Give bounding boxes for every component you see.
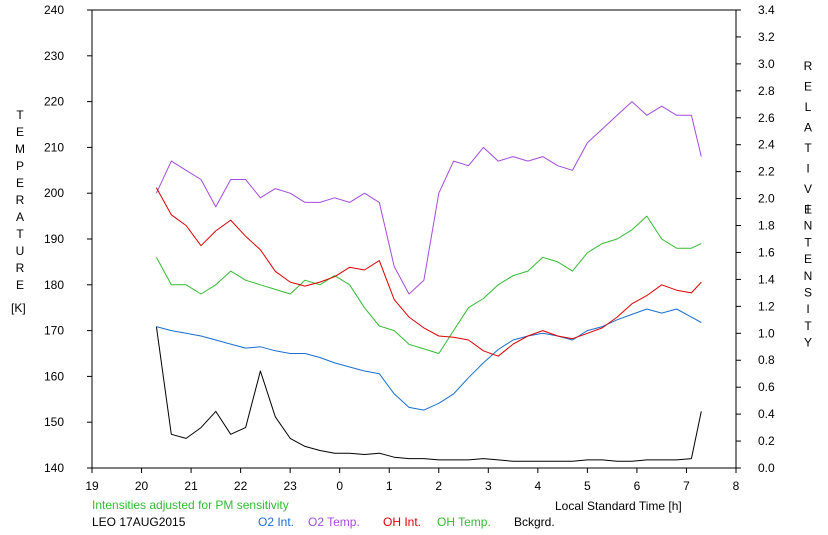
axis-title-letter: R: [804, 59, 813, 73]
right-tick-label: 3.0: [758, 57, 775, 71]
right-axis: 3.4 3.2 3.0 2.8 2.6 2.4 2.2 2.0 1.8 1.6 1.4 1.2 1.0 0…: [736, 3, 775, 475]
axis-title-letter: Y: [804, 336, 812, 350]
x-tick-label: 22: [234, 479, 248, 493]
axis-title-letter: M: [15, 142, 25, 156]
left-tick-label: 150: [44, 415, 64, 429]
right-tick-label: 2.0: [758, 192, 775, 206]
right-tick-label: 3.4: [758, 3, 775, 17]
axis-title-letter: T: [804, 141, 812, 155]
axis-title-letter: E: [16, 278, 24, 292]
right-tick-label: 3.2: [758, 30, 775, 44]
x-tick-label: 5: [584, 479, 591, 493]
left-tick-label: 240: [44, 3, 64, 17]
axis-title-letter: E: [804, 203, 812, 217]
plot-frame: [91, 9, 737, 469]
legend: O2 Int. O2 Temp. OH Int. OH Temp. Bckgrd.: [258, 515, 555, 529]
left-tick-label: 180: [44, 278, 64, 292]
pm-sensitivity-note: Intensities adjusted for PM sensitivity: [92, 498, 289, 512]
x-tick-label: 21: [184, 479, 198, 493]
right-tick-label: 2.8: [758, 84, 775, 98]
series-line-oh-temp: [155, 215, 702, 354]
left-axis: 240 230 220 210 200 190 180 170 160 150 140: [44, 3, 92, 475]
legend-entry: Bckgrd.: [514, 515, 555, 529]
x-axis: 19 20 21 22 23 0 1 2 3 4 5 6 7 8: [85, 468, 740, 493]
series-line-bckgrd: [155, 326, 702, 462]
left-tick-label: 210: [44, 140, 64, 154]
axis-title-letter: I: [806, 202, 809, 216]
right-tick-label: 1.0: [758, 326, 775, 340]
x-tick-label: 19: [85, 479, 99, 493]
axis-title-letter: N: [804, 219, 813, 233]
x-tick-label: 2: [435, 479, 442, 493]
right-tick-label: 2.4: [758, 138, 775, 152]
legend-entry: O2 Int.: [258, 515, 294, 529]
x-axis-label: Local Standard Time [h]: [555, 499, 682, 513]
right-tick-label: 0.8: [758, 353, 775, 367]
right-tick-label: 0.4: [758, 407, 775, 421]
axis-title-letter: E: [16, 125, 24, 139]
legend-entry: OH Temp.: [437, 515, 491, 529]
axis-title-letter: I: [806, 162, 809, 176]
axis-title-letter: U: [16, 244, 25, 258]
x-tick-label: 4: [535, 479, 542, 493]
axis-title-letter: P: [16, 159, 24, 173]
x-tick-label: 7: [683, 479, 690, 493]
x-tick-label: 23: [283, 479, 297, 493]
left-axis-unit: [K]: [11, 301, 26, 315]
right-tick-label: 2.2: [758, 165, 775, 179]
axis-title-letter: N: [804, 269, 813, 283]
left-tick-label: 200: [44, 186, 64, 200]
right-tick-label: 0.2: [758, 434, 775, 448]
x-tick-label: 20: [135, 479, 149, 493]
right-tick-label: 1.2: [758, 299, 775, 313]
axis-title-letter: I: [806, 302, 809, 316]
axis-title-letter: A: [16, 210, 24, 224]
left-tick-label: 140: [44, 461, 64, 475]
series-layer: [155, 101, 702, 462]
left-tick-label: 170: [44, 324, 64, 338]
axis-title-letter: E: [16, 176, 24, 190]
axis-title-letter: L: [805, 100, 812, 114]
station-date: LEO 17AUG2015: [92, 515, 186, 529]
series-line-oh-int: [155, 187, 702, 357]
x-tick-label: 8: [733, 479, 740, 493]
axis-title-letter: T: [804, 235, 812, 249]
axis-title-letter: R: [16, 261, 25, 275]
axis-title-letter: T: [16, 227, 24, 241]
right-tick-label: 1.6: [758, 245, 775, 259]
legend-entry: OH Int.: [383, 515, 421, 529]
right-tick-label: 1.4: [758, 272, 775, 286]
right-tick-label: 0.0: [758, 461, 775, 475]
x-tick-label: 1: [386, 479, 393, 493]
legend-entry: O2 Temp.: [308, 515, 360, 529]
series-line-o2-int: [156, 308, 702, 411]
x-tick-label: 0: [336, 479, 343, 493]
left-tick-label: 220: [44, 95, 64, 109]
axis-title-letter: R: [16, 193, 25, 207]
series-line-o2-temp: [155, 101, 702, 295]
axis-title-letter: T: [16, 108, 24, 122]
left-tick-label: 190: [44, 232, 64, 246]
left-tick-label: 160: [44, 369, 64, 383]
x-tick-label: 6: [634, 479, 641, 493]
right-tick-label: 2.6: [758, 111, 775, 125]
axis-title-letter: E: [804, 80, 812, 94]
axis-title-letter: T: [804, 319, 812, 333]
axis-title-letter: E: [804, 252, 812, 266]
right-tick-label: 0.6: [758, 380, 775, 394]
x-tick-label: 3: [485, 479, 492, 493]
axis-title-letter: V: [804, 182, 812, 196]
right-tick-label: 1.8: [758, 219, 775, 233]
axis-title-letter: A: [804, 121, 812, 135]
axis-title-letter: S: [804, 286, 812, 300]
left-tick-label: 230: [44, 49, 64, 63]
